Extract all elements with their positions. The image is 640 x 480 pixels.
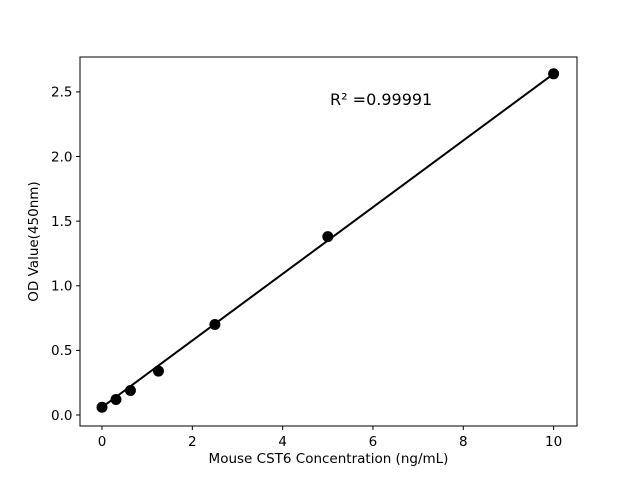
data-point — [209, 319, 221, 331]
data-point — [548, 68, 560, 80]
x-tick-label: 10 — [545, 434, 562, 450]
y-tick-label: 1.0 — [51, 279, 72, 295]
y-tick-label: 0.5 — [51, 343, 72, 359]
x-axis-label: Mouse CST6 Concentration (ng/mL) — [209, 451, 449, 467]
x-tick-label: 6 — [369, 434, 378, 450]
x-tick-label: 0 — [98, 434, 107, 450]
y-axis-label: OD Value(450nm) — [26, 181, 42, 301]
r-squared-annotation: R² =0.99991 — [330, 90, 432, 109]
y-tick-label: 1.5 — [51, 214, 72, 230]
x-tick-label: 8 — [459, 434, 468, 450]
axes-spines — [79, 56, 578, 427]
data-point — [124, 384, 136, 396]
y-tick-label: 2.5 — [51, 85, 72, 101]
x-tick-label: 2 — [188, 434, 197, 450]
data-point — [152, 365, 164, 377]
y-tick-label: 2.0 — [51, 149, 72, 165]
data-point — [322, 231, 334, 243]
y-tick-label: 0.0 — [51, 408, 72, 424]
data-point — [110, 394, 122, 406]
x-tick-label: 4 — [278, 434, 287, 450]
data-point — [96, 401, 108, 413]
